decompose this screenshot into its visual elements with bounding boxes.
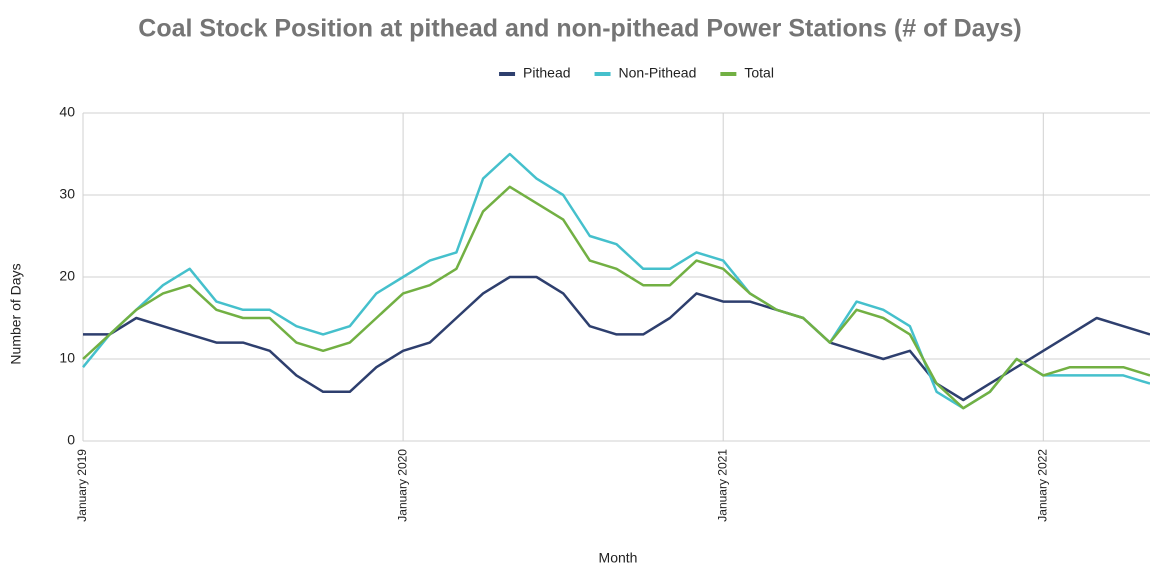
y-tick-label: 0 bbox=[67, 432, 75, 448]
x-tick-label: January 2021 bbox=[715, 449, 729, 522]
series-line bbox=[82, 185, 1150, 410]
legend-label: Pithead bbox=[523, 65, 570, 81]
y-tick-label: 40 bbox=[59, 104, 75, 120]
y-tick-label: 10 bbox=[59, 350, 75, 366]
y-axis-label: Number of Days bbox=[8, 263, 24, 364]
x-axis-label: Month bbox=[599, 550, 638, 566]
legend-label: Total bbox=[744, 65, 774, 81]
x-tick-label: January 2019 bbox=[75, 449, 89, 522]
legend-label: Non-Pithead bbox=[619, 65, 697, 81]
y-tick-label: 30 bbox=[59, 186, 75, 202]
legend: Pithead Non-Pithead Total bbox=[499, 65, 774, 81]
x-tick-label: January 2020 bbox=[395, 449, 409, 522]
series-line bbox=[83, 275, 1150, 402]
series-line bbox=[82, 152, 1150, 410]
x-tick-label: January 2022 bbox=[1035, 449, 1049, 522]
y-tick-label: 20 bbox=[59, 268, 75, 284]
chart-title: Coal Stock Position at pithead and non-p… bbox=[138, 15, 1021, 43]
